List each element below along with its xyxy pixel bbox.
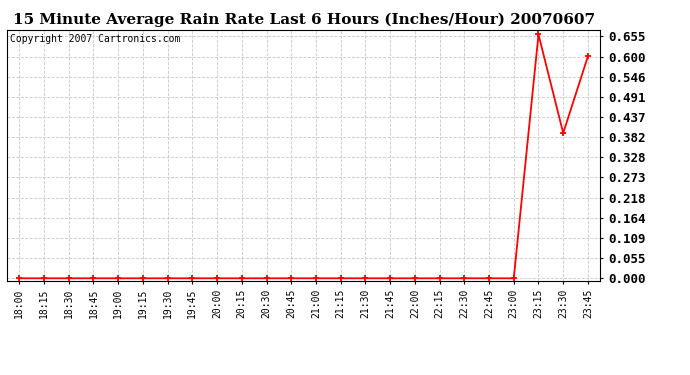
Text: Copyright 2007 Cartronics.com: Copyright 2007 Cartronics.com xyxy=(10,34,180,44)
Title: 15 Minute Average Rain Rate Last 6 Hours (Inches/Hour) 20070607: 15 Minute Average Rain Rate Last 6 Hours… xyxy=(12,13,595,27)
